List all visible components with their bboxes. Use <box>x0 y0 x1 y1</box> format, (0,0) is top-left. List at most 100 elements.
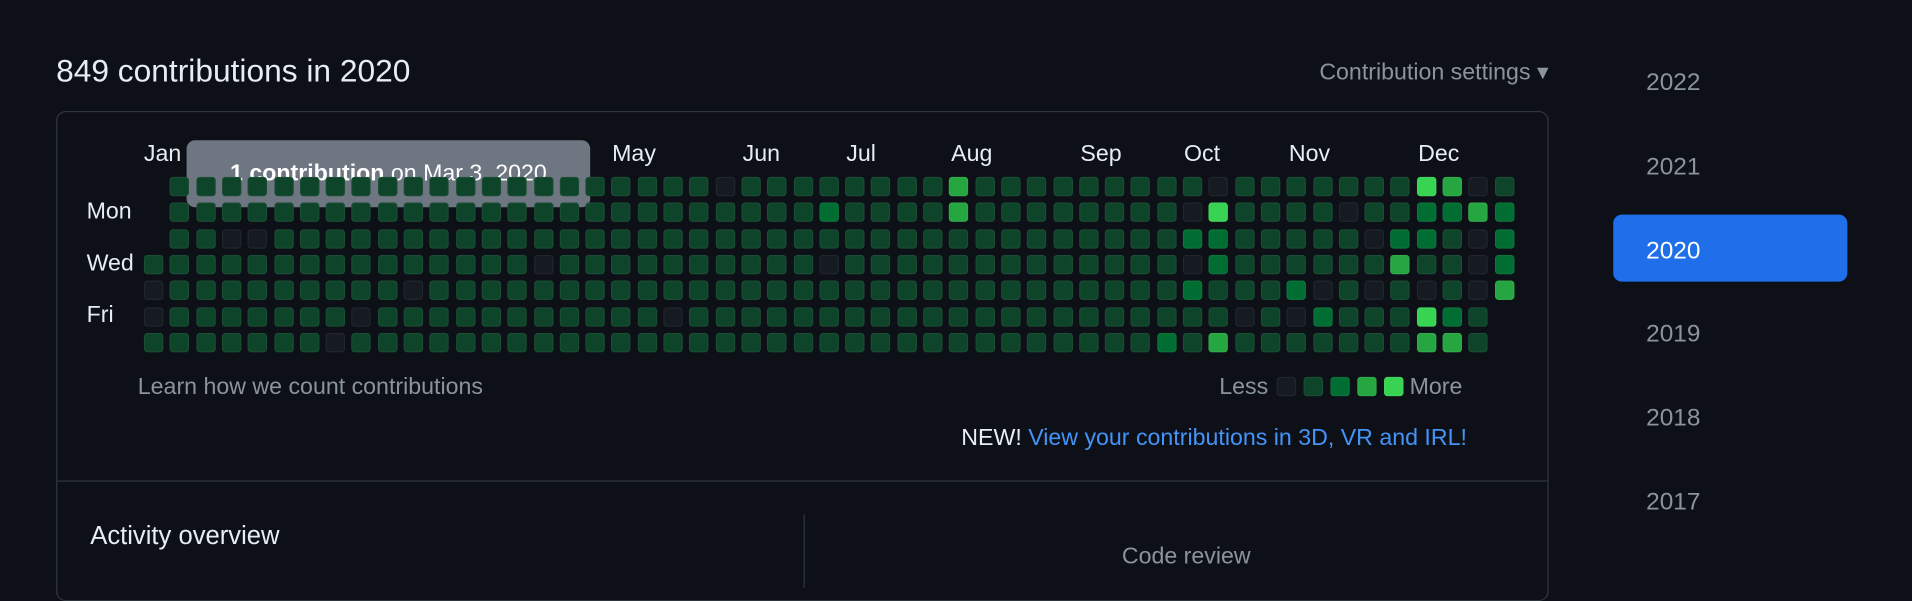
contribution-cell[interactable] <box>1494 280 1514 301</box>
contribution-cell[interactable] <box>1442 306 1463 327</box>
contribution-cell[interactable] <box>637 306 657 327</box>
contribution-cell[interactable] <box>403 306 424 327</box>
contribution-cell[interactable] <box>637 228 657 249</box>
contribution-cell[interactable] <box>1182 306 1203 327</box>
contribution-cell[interactable] <box>169 176 190 197</box>
contribution-cell[interactable] <box>949 228 969 249</box>
contribution-cell[interactable] <box>1416 228 1437 249</box>
contribution-cell[interactable] <box>455 254 476 275</box>
contribution-cell[interactable] <box>1130 176 1151 197</box>
contribution-cell[interactable] <box>1182 202 1203 223</box>
contribution-cell[interactable] <box>923 306 943 327</box>
contribution-cell[interactable] <box>377 202 398 223</box>
contribution-cell[interactable] <box>1468 202 1489 223</box>
contribution-settings[interactable]: Contribution settings ▾ <box>1319 59 1549 86</box>
contribution-cell[interactable] <box>1234 202 1255 223</box>
contribution-cell[interactable] <box>533 280 553 301</box>
contribution-cell[interactable] <box>403 202 424 223</box>
contribution-cell[interactable] <box>1468 176 1489 197</box>
contribution-cell[interactable] <box>533 176 553 197</box>
contribution-cell[interactable] <box>585 176 605 197</box>
contribution-cell[interactable] <box>1104 228 1125 249</box>
contribution-cell[interactable] <box>1026 254 1047 275</box>
contribution-cell[interactable] <box>273 280 294 301</box>
contribution-cell[interactable] <box>793 306 813 327</box>
contribution-cell[interactable] <box>871 280 891 301</box>
contribution-cell[interactable] <box>871 306 891 327</box>
contribution-cell[interactable] <box>585 228 605 249</box>
contribution-cell[interactable] <box>819 306 839 327</box>
contribution-cell[interactable] <box>871 228 891 249</box>
contribution-cell[interactable] <box>507 202 528 223</box>
contribution-cell[interactable] <box>559 202 579 223</box>
contribution-cell[interactable] <box>1156 254 1177 275</box>
year-link[interactable]: 2019 <box>1646 321 1701 349</box>
contribution-cell[interactable] <box>403 176 424 197</box>
contribution-cell[interactable] <box>507 254 528 275</box>
contribution-cell[interactable] <box>975 202 995 223</box>
contribution-cell[interactable] <box>247 332 268 353</box>
contribution-cell[interactable] <box>325 332 346 353</box>
contribution-cell[interactable] <box>1286 254 1307 275</box>
contribution-cell[interactable] <box>169 280 190 301</box>
contribution-cell[interactable] <box>663 176 683 197</box>
contribution-cell[interactable] <box>1442 228 1463 249</box>
contribution-cell[interactable] <box>663 202 683 223</box>
contribution-cell[interactable] <box>559 332 579 353</box>
contribution-cell[interactable] <box>169 332 190 353</box>
contribution-cell[interactable] <box>247 202 268 223</box>
contribution-cell[interactable] <box>975 228 995 249</box>
contribution-cell[interactable] <box>481 176 502 197</box>
contribution-cell[interactable] <box>793 332 813 353</box>
contribution-cell[interactable] <box>1104 254 1125 275</box>
contribution-cell[interactable] <box>715 332 735 353</box>
contribution-cell[interactable] <box>533 254 553 275</box>
contribution-cell[interactable] <box>1208 254 1229 275</box>
contribution-cell[interactable] <box>299 176 320 197</box>
contribution-cell[interactable] <box>1286 332 1307 353</box>
contribution-cell[interactable] <box>1338 280 1359 301</box>
contribution-cell[interactable] <box>689 254 709 275</box>
contribution-cell[interactable] <box>1312 228 1333 249</box>
contribution-cell[interactable] <box>1078 176 1099 197</box>
contribution-cell[interactable] <box>611 176 631 197</box>
contribution-cell[interactable] <box>325 280 346 301</box>
contribution-cell[interactable] <box>767 280 787 301</box>
year-link[interactable]: 2020 <box>1646 237 1701 265</box>
contribution-cell[interactable] <box>377 176 398 197</box>
contribution-cell[interactable] <box>845 228 865 249</box>
contribution-cell[interactable] <box>663 254 683 275</box>
contribution-cell[interactable] <box>1000 228 1021 249</box>
contribution-cell[interactable] <box>1078 306 1099 327</box>
contribution-cell[interactable] <box>1130 280 1151 301</box>
contribution-cell[interactable] <box>663 306 683 327</box>
contribution-cell[interactable] <box>1000 306 1021 327</box>
contribution-cell[interactable] <box>1442 202 1463 223</box>
contribution-cell[interactable] <box>819 202 839 223</box>
contribution-cell[interactable] <box>221 228 242 249</box>
contribution-cell[interactable] <box>949 254 969 275</box>
contribution-cell[interactable] <box>637 332 657 353</box>
contribution-cell[interactable] <box>507 280 528 301</box>
contribution-cell[interactable] <box>1338 202 1359 223</box>
contribution-cell[interactable] <box>143 306 164 327</box>
contribution-cell[interactable] <box>767 228 787 249</box>
contribution-cell[interactable] <box>273 254 294 275</box>
contribution-cell[interactable] <box>533 306 553 327</box>
contribution-cell[interactable] <box>793 176 813 197</box>
contribution-cell[interactable] <box>923 228 943 249</box>
contribution-cell[interactable] <box>1156 228 1177 249</box>
contribution-cell[interactable] <box>1052 228 1073 249</box>
contribution-cell[interactable] <box>1000 280 1021 301</box>
contribution-cell[interactable] <box>741 254 761 275</box>
contribution-cell[interactable] <box>1026 202 1047 223</box>
contribution-cell[interactable] <box>923 254 943 275</box>
contribution-cell[interactable] <box>715 176 735 197</box>
contribution-cell[interactable] <box>741 306 761 327</box>
contribution-cell[interactable] <box>1494 202 1514 223</box>
contribution-cell[interactable] <box>299 254 320 275</box>
contribution-cell[interactable] <box>1000 176 1021 197</box>
contribution-cell[interactable] <box>1260 332 1281 353</box>
contribution-cell[interactable] <box>1104 332 1125 353</box>
contribution-cell[interactable] <box>1156 332 1177 353</box>
